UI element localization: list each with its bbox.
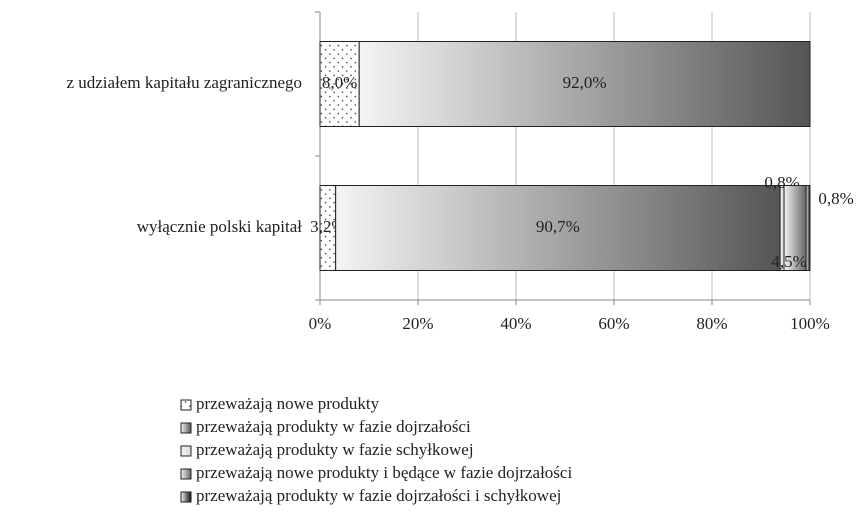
x-tick-label: 60% [598,314,629,333]
legend-swatch [180,422,192,434]
legend-swatch [180,491,192,503]
value-label: 0,8% [818,189,853,208]
bar-segment [805,185,811,271]
legend-label: przeważają produkty w fazie schyłkowej [196,440,474,459]
legend-label: przeważają produkty w fazie dojrzałości [196,417,471,436]
legend-swatch [180,445,192,457]
legend-swatch [180,468,192,480]
bar-segment [319,41,360,127]
x-tick-label: 40% [500,314,531,333]
category-label: wyłącznie polski kapitał [137,217,303,236]
category-label: z udziałem kapitału zagranicznego [66,73,302,92]
bar-segment [358,41,811,127]
legend-swatch [180,399,192,411]
x-tick-label: 0% [309,314,332,333]
legend-label: przeważają nowe produkty [196,394,380,413]
x-tick-label: 80% [696,314,727,333]
value-label: 4,5% [771,252,806,271]
value-label: 90,7% [536,217,580,236]
legend-label: przeważają nowe produkty i będące w fazi… [196,463,572,482]
legend-label: przeważają produkty w fazie dojrzałości … [196,486,561,505]
bar-segment [335,185,781,271]
value-label: 92,0% [563,73,607,92]
x-tick-label: 20% [402,314,433,333]
x-tick-label: 100% [790,314,830,333]
value-label: 8,0% [322,73,357,92]
